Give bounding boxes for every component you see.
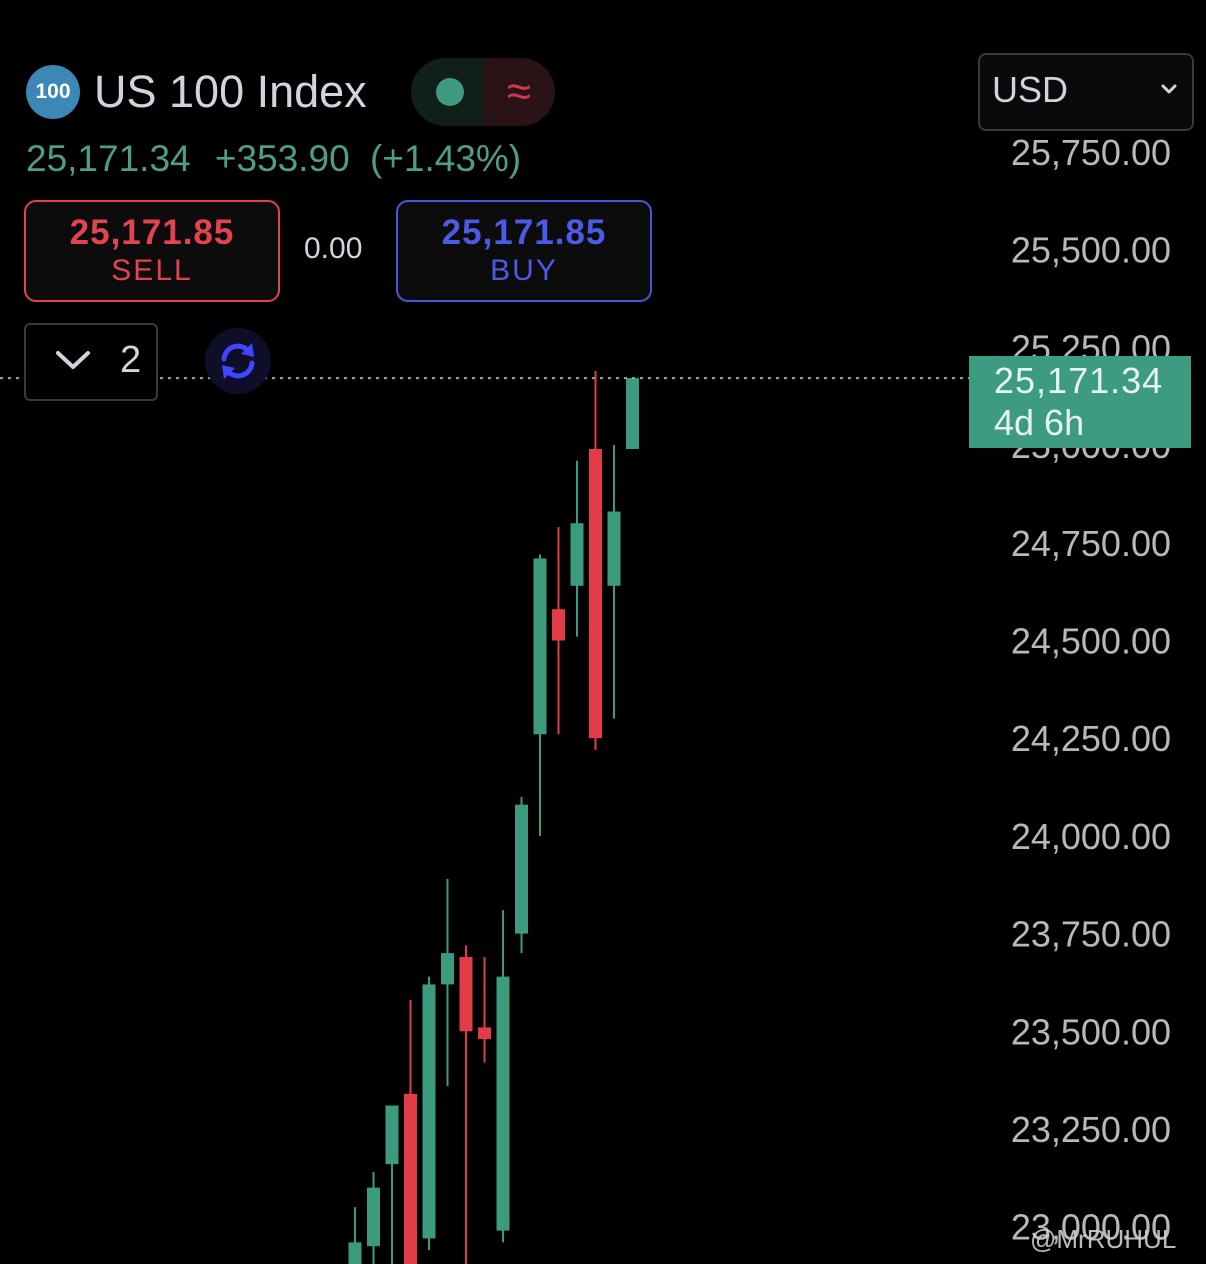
green-dot-icon — [436, 78, 464, 106]
candle-body[interactable] — [515, 804, 528, 934]
last-price-tag: 25,171.34 4d 6h — [969, 356, 1191, 448]
last-price-value: 25,171.34 — [994, 360, 1164, 401]
sell-price: 25,171.85 — [69, 213, 235, 252]
candle-body[interactable] — [478, 1027, 491, 1040]
indicators-toggle-button[interactable]: 2 — [24, 323, 158, 401]
chevron-down-icon — [56, 351, 90, 369]
candle-body[interactable] — [496, 976, 510, 1231]
price-change-percent: (+1.43%) — [369, 138, 522, 179]
refresh-icon — [221, 343, 255, 379]
market-status-pill[interactable]: ≈ — [411, 58, 555, 126]
candle-body[interactable] — [348, 1242, 362, 1264]
y-axis-tick-label: 23,750.00 — [1011, 914, 1171, 955]
candle-body[interactable] — [367, 1187, 380, 1247]
market-open-indicator — [411, 58, 483, 126]
buy-button[interactable]: 25,171.85 BUY — [396, 200, 652, 302]
bar-countdown: 4d 6h — [994, 402, 1085, 443]
candle-body[interactable] — [422, 984, 436, 1239]
candle-body[interactable] — [459, 957, 473, 1032]
y-axis-tick-label: 24,750.00 — [1011, 523, 1171, 564]
symbol-title[interactable]: US 100 Index — [94, 66, 367, 117]
buy-label: BUY — [490, 254, 558, 287]
candle-body[interactable] — [626, 378, 639, 450]
price-summary: 25,171.34 +353.90 (+1.43%) — [26, 136, 521, 182]
candle-body[interactable] — [441, 953, 454, 985]
currency-select[interactable]: USD — [978, 53, 1194, 131]
sell-button[interactable]: 25,171.85 SELL — [24, 200, 280, 302]
candle-body[interactable] — [607, 511, 621, 586]
approx-wave-icon: ≈ — [506, 67, 532, 116]
y-axis-tick-label: 23,000.00 — [1011, 1207, 1171, 1248]
current-price: 25,171.34 — [26, 138, 191, 179]
y-axis-tick-label: 25,500.00 — [1011, 230, 1171, 271]
y-axis-tick-label: 23,250.00 — [1011, 1109, 1171, 1150]
y-axis-tick-label: 23,500.00 — [1011, 1011, 1171, 1052]
candle-body[interactable] — [552, 609, 565, 641]
buy-price: 25,171.85 — [441, 213, 607, 252]
y-axis-tick-label: 24,000.00 — [1011, 816, 1171, 857]
symbol-badge-icon: 100 — [26, 65, 80, 119]
y-axis-tick-label: 25,750.00 — [1011, 132, 1171, 173]
sell-label: SELL — [111, 254, 193, 287]
spread-value: 0.00 — [304, 232, 363, 265]
candle-body[interactable] — [385, 1105, 399, 1165]
volatility-indicator: ≈ — [483, 58, 555, 126]
refresh-button[interactable] — [205, 328, 271, 394]
candle-body[interactable] — [404, 1093, 417, 1264]
price-change: +353.90 — [214, 138, 350, 179]
chevron-down-icon — [1161, 84, 1177, 94]
y-axis-tick-label: 24,500.00 — [1011, 621, 1171, 662]
indicators-count: 2 — [120, 339, 142, 381]
currency-selected: USD — [992, 69, 1069, 110]
candle-body[interactable] — [589, 449, 602, 739]
candle-body[interactable] — [570, 523, 584, 586]
y-axis-tick-label: 24,250.00 — [1011, 718, 1171, 759]
watermark: @MrRUHUL — [1030, 1224, 1177, 1254]
candle-body[interactable] — [533, 558, 547, 735]
